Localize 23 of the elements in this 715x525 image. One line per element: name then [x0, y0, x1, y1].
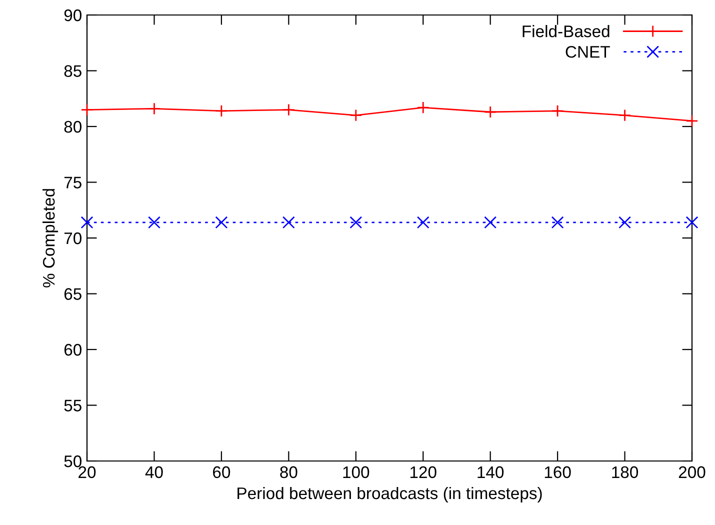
x-tick-label: 160 [544, 466, 571, 478]
y-tick-label: 75 [64, 176, 82, 188]
y-tick-label: 80 [64, 120, 82, 133]
legend-label: CNET [566, 46, 610, 58]
y-tick-label: 50 [64, 455, 82, 468]
y-tick-label: 55 [64, 400, 82, 412]
x-tick-label: 80 [280, 466, 298, 478]
x-axis-title: Period between broadcasts (in timesteps) [238, 486, 542, 502]
y-tick-label: 85 [64, 65, 82, 77]
y-tick-label: 65 [64, 288, 82, 300]
y-tick-label: 90 [64, 9, 82, 22]
x-tick-label: 40 [145, 466, 163, 478]
x-tick-label: 120 [410, 466, 436, 478]
x-tick-label: 20 [78, 466, 96, 478]
y-tick-label: 60 [64, 344, 82, 356]
legend-label: Field-Based [522, 25, 610, 38]
x-tick-label: 100 [343, 466, 370, 478]
y-axis-title: % Completed [42, 189, 58, 288]
x-tick-label: 60 [213, 466, 230, 478]
x-tick-label: 180 [612, 466, 638, 478]
x-tick-label: 140 [478, 466, 504, 478]
x-tick-label: 200 [678, 466, 706, 478]
y-tick-label: 70 [64, 232, 82, 244]
